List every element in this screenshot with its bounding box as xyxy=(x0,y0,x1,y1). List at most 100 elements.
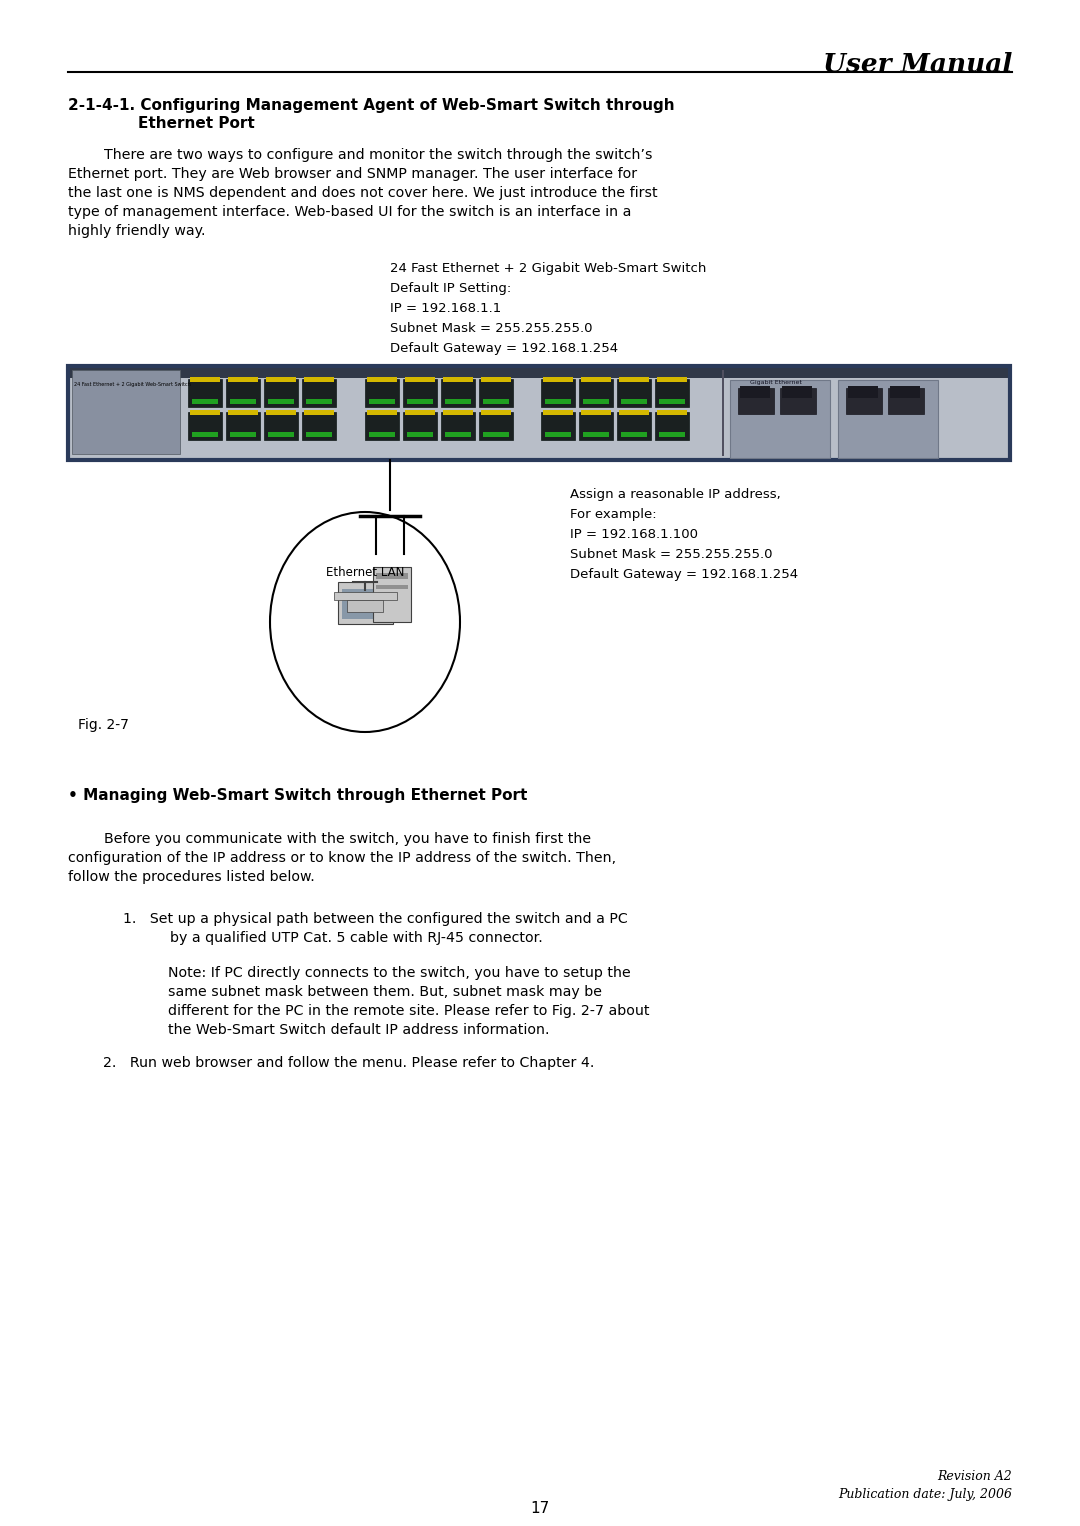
Text: Ethernet port. They are Web browser and SNMP manager. The user interface for: Ethernet port. They are Web browser and … xyxy=(68,166,637,182)
Text: Before you communicate with the switch, you have to finish first the: Before you communicate with the switch, … xyxy=(68,832,591,845)
Text: Subnet Mask = 255.255.255.0: Subnet Mask = 255.255.255.0 xyxy=(570,548,772,562)
Bar xyxy=(264,378,298,407)
Text: different for the PC in the remote site. Please refer to Fig. 2-7 about: different for the PC in the remote site.… xyxy=(168,1004,649,1018)
Text: the last one is NMS dependent and does not cover here. We just introduce the fir: the last one is NMS dependent and does n… xyxy=(68,186,658,200)
Bar xyxy=(192,432,218,436)
Bar xyxy=(838,380,939,458)
Bar xyxy=(403,412,436,439)
Bar xyxy=(303,410,334,415)
Text: Note: If PC directly connects to the switch, you have to setup the: Note: If PC directly connects to the swi… xyxy=(168,966,631,980)
Bar xyxy=(266,410,296,415)
Bar xyxy=(306,432,332,436)
Bar xyxy=(441,378,475,407)
Bar xyxy=(334,592,397,600)
Bar xyxy=(481,377,511,382)
Bar xyxy=(302,412,336,439)
Bar xyxy=(268,398,294,404)
Text: Gigabit Ethernet: Gigabit Ethernet xyxy=(750,380,801,385)
Bar xyxy=(190,377,220,382)
Bar xyxy=(367,377,396,382)
Bar xyxy=(579,378,613,407)
Bar xyxy=(376,572,408,578)
Bar xyxy=(302,378,336,407)
Bar xyxy=(579,412,613,439)
Bar xyxy=(188,378,222,407)
Text: • Managing Web-Smart Switch through Ethernet Port: • Managing Web-Smart Switch through Ethe… xyxy=(68,787,527,803)
Text: User Manual: User Manual xyxy=(823,52,1012,76)
Bar xyxy=(70,368,1008,378)
Text: follow the procedures listed below.: follow the procedures listed below. xyxy=(68,870,314,884)
Bar xyxy=(228,377,258,382)
Bar xyxy=(190,410,220,415)
Bar xyxy=(483,398,509,404)
Text: Assign a reasonable IP address,: Assign a reasonable IP address, xyxy=(570,488,781,501)
Bar xyxy=(405,410,434,415)
Bar xyxy=(443,410,473,415)
Bar xyxy=(68,366,1010,459)
Bar xyxy=(226,412,260,439)
Bar xyxy=(541,378,576,407)
Bar xyxy=(581,410,611,415)
Text: by a qualified UTP Cat. 5 cable with RJ-45 connector.: by a qualified UTP Cat. 5 cable with RJ-… xyxy=(143,931,543,945)
Bar xyxy=(740,386,770,398)
Text: Ethernet LAN: Ethernet LAN xyxy=(326,566,404,578)
Bar xyxy=(848,386,878,398)
Bar xyxy=(376,584,408,589)
Text: Subnet Mask = 255.255.255.0: Subnet Mask = 255.255.255.0 xyxy=(390,322,593,336)
Text: IP = 192.168.1.100: IP = 192.168.1.100 xyxy=(570,528,698,542)
Bar xyxy=(618,412,651,439)
Text: the Web-Smart Switch default IP address information.: the Web-Smart Switch default IP address … xyxy=(168,1022,550,1038)
Text: Default IP Setting:: Default IP Setting: xyxy=(390,282,511,295)
Text: 24 Fast Ethernet + 2 Gigabit Web-Smart Switch: 24 Fast Ethernet + 2 Gigabit Web-Smart S… xyxy=(390,262,706,275)
Bar xyxy=(621,398,647,404)
Bar xyxy=(478,412,513,439)
Bar xyxy=(659,432,686,436)
Text: IP = 192.168.1.1: IP = 192.168.1.1 xyxy=(390,302,501,314)
Bar xyxy=(483,432,509,436)
Bar xyxy=(306,398,332,404)
Bar xyxy=(407,398,433,404)
Bar xyxy=(888,388,924,414)
Bar xyxy=(658,377,687,382)
Text: 2.   Run web browser and follow the menu. Please refer to Chapter 4.: 2. Run web browser and follow the menu. … xyxy=(103,1056,594,1070)
Bar xyxy=(543,377,573,382)
Bar xyxy=(583,432,609,436)
Text: 1.   Set up a physical path between the configured the switch and a PC: 1. Set up a physical path between the co… xyxy=(123,913,627,926)
Text: type of management interface. Web-based UI for the switch is an interface in a: type of management interface. Web-based … xyxy=(68,204,632,220)
Text: same subnet mask between them. But, subnet mask may be: same subnet mask between them. But, subn… xyxy=(168,984,602,1000)
Bar xyxy=(481,410,511,415)
Bar xyxy=(723,369,724,456)
Bar xyxy=(373,568,411,623)
Text: 24 Fast Ethernet + 2 Gigabit Web-Smart Switch: 24 Fast Ethernet + 2 Gigabit Web-Smart S… xyxy=(75,382,191,388)
Text: For example:: For example: xyxy=(570,508,657,520)
Bar xyxy=(268,432,294,436)
Bar xyxy=(730,380,831,458)
Bar xyxy=(618,378,651,407)
Text: highly friendly way.: highly friendly way. xyxy=(68,224,205,238)
Bar xyxy=(658,410,687,415)
Bar xyxy=(303,377,334,382)
Bar xyxy=(367,410,396,415)
Bar xyxy=(228,410,258,415)
Bar xyxy=(619,410,649,415)
Text: 2-1-4-1. Configuring Management Agent of Web-Smart Switch through: 2-1-4-1. Configuring Management Agent of… xyxy=(68,98,675,113)
Bar xyxy=(368,398,394,404)
Bar xyxy=(583,398,609,404)
Bar xyxy=(365,378,399,407)
Text: Fig. 2-7: Fig. 2-7 xyxy=(78,719,129,732)
Bar xyxy=(365,412,399,439)
Bar xyxy=(541,412,576,439)
Bar xyxy=(545,432,571,436)
Bar xyxy=(619,377,649,382)
Text: Revision A2: Revision A2 xyxy=(937,1470,1012,1483)
Bar xyxy=(478,378,513,407)
Bar xyxy=(738,388,774,414)
Bar xyxy=(338,581,393,624)
Bar xyxy=(543,410,573,415)
Bar xyxy=(230,432,256,436)
Bar xyxy=(72,369,180,455)
Text: Default Gateway = 192.168.1.254: Default Gateway = 192.168.1.254 xyxy=(570,568,798,581)
Bar xyxy=(342,589,389,620)
Bar xyxy=(230,398,256,404)
Bar xyxy=(656,412,689,439)
